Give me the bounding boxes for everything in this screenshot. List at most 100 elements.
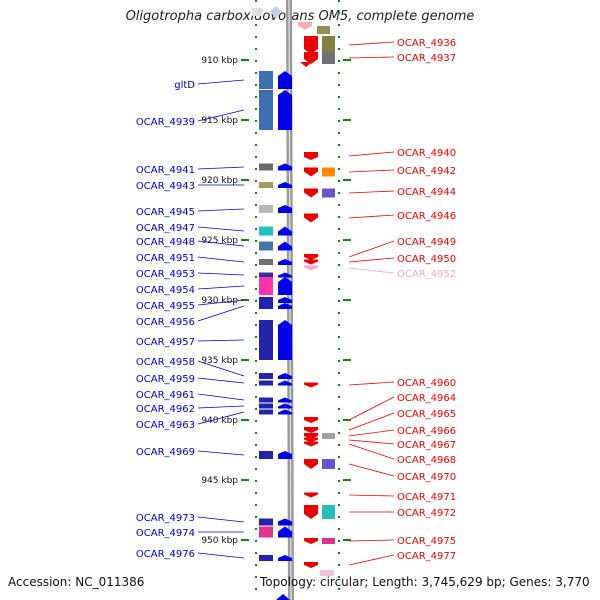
reverse-gene-label[interactable]: OCAR_4950 bbox=[397, 254, 456, 265]
reverse-gene-label[interactable]: OCAR_4964 bbox=[397, 393, 456, 404]
forward-gene-arrow bbox=[278, 555, 292, 561]
forward-gene-cog-box bbox=[259, 380, 273, 386]
reverse-gene-arrow bbox=[304, 167, 318, 177]
reverse-gene-leader bbox=[348, 429, 395, 437]
reverse-gene-label[interactable]: OCAR_4952 bbox=[397, 269, 456, 280]
forward-gene-label[interactable]: OCAR_4945 bbox=[136, 207, 195, 218]
forward-gene-label[interactable]: OCAR_4962 bbox=[136, 404, 195, 415]
reverse-gene-arrow bbox=[304, 188, 318, 198]
forward-gene-label[interactable]: OCAR_4961 bbox=[136, 390, 195, 401]
forward-gene-arrow bbox=[278, 451, 292, 459]
forward-gene-arrow bbox=[278, 259, 292, 265]
reverse-gene-arrow bbox=[304, 52, 318, 64]
forward-gene-label[interactable]: OCAR_4953 bbox=[136, 269, 195, 280]
reverse-gene-label[interactable]: OCAR_4936 bbox=[397, 38, 456, 49]
reverse-gene-cog-box bbox=[322, 505, 335, 519]
forward-gene-label[interactable]: OCAR_4958 bbox=[136, 357, 195, 368]
reverse-gene-arrow bbox=[304, 36, 318, 54]
reverse-gene-arrow bbox=[304, 492, 318, 498]
reverse-gene-label[interactable]: OCAR_4972 bbox=[397, 508, 456, 519]
forward-gene-cog-box bbox=[259, 297, 273, 303]
reverse-gene-leader bbox=[348, 396, 395, 421]
reverse-gene-label[interactable]: OCAR_4960 bbox=[397, 378, 456, 389]
top-diamond-icon bbox=[270, 6, 282, 18]
reverse-gene-arrow bbox=[304, 505, 318, 519]
reverse-gene-label[interactable]: OCAR_4965 bbox=[397, 409, 456, 420]
reverse-gene-leader bbox=[348, 439, 395, 445]
forward-gene-cog-box bbox=[259, 526, 273, 538]
map-title: Oligotropha carboxidovorans OM5, complet… bbox=[125, 9, 475, 24]
forward-gene-leader bbox=[197, 240, 245, 247]
forward-gene-leader bbox=[197, 360, 245, 377]
reverse-gene-arrow bbox=[304, 538, 318, 544]
reverse-gene-label[interactable]: OCAR_4949 bbox=[397, 237, 456, 248]
forward-gene-leader bbox=[197, 208, 245, 212]
kbp-tick-label: 930 kbp bbox=[201, 296, 238, 306]
forward-gene-label[interactable]: OCAR_4963 bbox=[136, 420, 195, 431]
reverse-gene-label[interactable]: OCAR_4942 bbox=[397, 166, 456, 177]
reverse-gene-arrow bbox=[304, 382, 318, 388]
forward-gene-cog-box bbox=[259, 241, 273, 251]
forward-gene-label[interactable]: OCAR_4948 bbox=[136, 237, 195, 248]
forward-gene-cog-box bbox=[259, 320, 273, 360]
reverse-gene-arrow bbox=[304, 427, 318, 433]
forward-gene-label[interactable]: OCAR_4955 bbox=[136, 301, 195, 312]
reverse-gene-label[interactable]: OCAR_4966 bbox=[397, 426, 456, 437]
forward-gene-label[interactable]: OCAR_4943 bbox=[136, 181, 195, 192]
forward-gene-leader bbox=[197, 109, 245, 122]
reverse-gene-label[interactable]: OCAR_4940 bbox=[397, 148, 456, 159]
forward-gene-label[interactable]: OCAR_4956 bbox=[136, 317, 195, 328]
reverse-gene-label[interactable]: OCAR_4967 bbox=[397, 440, 456, 451]
forward-gene-label[interactable]: OCAR_4941 bbox=[136, 165, 195, 176]
reverse-gene-label[interactable]: OCAR_4971 bbox=[397, 492, 456, 503]
forward-gene-label[interactable]: OCAR_4969 bbox=[136, 447, 195, 458]
forward-gene-label[interactable]: OCAR_4939 bbox=[136, 117, 195, 128]
forward-gene-arrow bbox=[278, 518, 292, 526]
reverse-gene-leader bbox=[348, 554, 395, 566]
reverse-gene-label[interactable]: OCAR_4975 bbox=[397, 536, 456, 547]
forward-gene-label[interactable]: OCAR_4947 bbox=[136, 223, 195, 234]
forward-gene-arrow bbox=[278, 205, 292, 213]
forward-gene-label[interactable]: OCAR_4951 bbox=[136, 253, 195, 264]
forward-gene-leader bbox=[197, 405, 245, 409]
reverse-gene-label[interactable]: OCAR_4968 bbox=[397, 455, 456, 466]
reverse-gene-arrow-faint-top bbox=[298, 22, 312, 30]
reverse-gene-label[interactable]: OCAR_4946 bbox=[397, 211, 456, 222]
reverse-gene-cog-box bbox=[322, 188, 335, 198]
reverse-gene-label[interactable]: OCAR_4937 bbox=[397, 53, 456, 64]
forward-gene-label[interactable]: OCAR_4973 bbox=[136, 513, 195, 524]
forward-gene-arrow bbox=[278, 90, 292, 130]
forward-gene-label[interactable]: OCAR_4974 bbox=[136, 528, 195, 539]
forward-gene-cog-box bbox=[259, 451, 273, 459]
topology-label: Topology: circular; Length: 3,745,629 bp… bbox=[260, 575, 590, 589]
forward-gene-label[interactable]: OCAR_4957 bbox=[136, 337, 195, 348]
reverse-gene-cog-box bbox=[322, 36, 335, 54]
reverse-gene-arrow bbox=[304, 437, 318, 443]
reverse-gene-leader bbox=[348, 56, 395, 59]
forward-gene-cog-box bbox=[259, 403, 273, 409]
forward-gene-cog-box bbox=[259, 518, 273, 526]
forward-gene-arrow bbox=[278, 241, 292, 251]
reverse-gene-leader bbox=[348, 151, 395, 157]
forward-gene-arrow bbox=[278, 526, 292, 538]
reverse-gene-leader bbox=[348, 494, 395, 497]
forward-gene-arrow bbox=[278, 403, 292, 409]
forward-gene-label[interactable]: OCAR_4959 bbox=[136, 374, 195, 385]
forward-gene-arrow bbox=[278, 320, 292, 360]
reverse-gene-label[interactable]: OCAR_4970 bbox=[397, 472, 456, 483]
reverse-gene-arrow bbox=[304, 265, 318, 271]
reverse-gene-label[interactable]: OCAR_4944 bbox=[397, 187, 456, 198]
forward-gene-cog-box bbox=[259, 163, 273, 171]
kbp-tick-label: 940 kbp bbox=[201, 416, 238, 426]
forward-gene-label[interactable]: OCAR_4976 bbox=[136, 549, 195, 560]
reverse-gene-arrow bbox=[304, 254, 318, 260]
forward-gene-label[interactable]: gltD bbox=[174, 80, 195, 91]
forward-gene-cog-box bbox=[259, 303, 273, 309]
reverse-gene-label[interactable]: OCAR_4977 bbox=[397, 551, 456, 562]
forward-gene-label[interactable]: OCAR_4954 bbox=[136, 285, 195, 296]
forward-gene-arrow bbox=[278, 380, 292, 386]
kbp-tick-label: 920 kbp bbox=[201, 176, 238, 186]
forward-gene-cog-box bbox=[259, 182, 273, 188]
accession-label: Accession: NC_011386 bbox=[8, 575, 145, 589]
